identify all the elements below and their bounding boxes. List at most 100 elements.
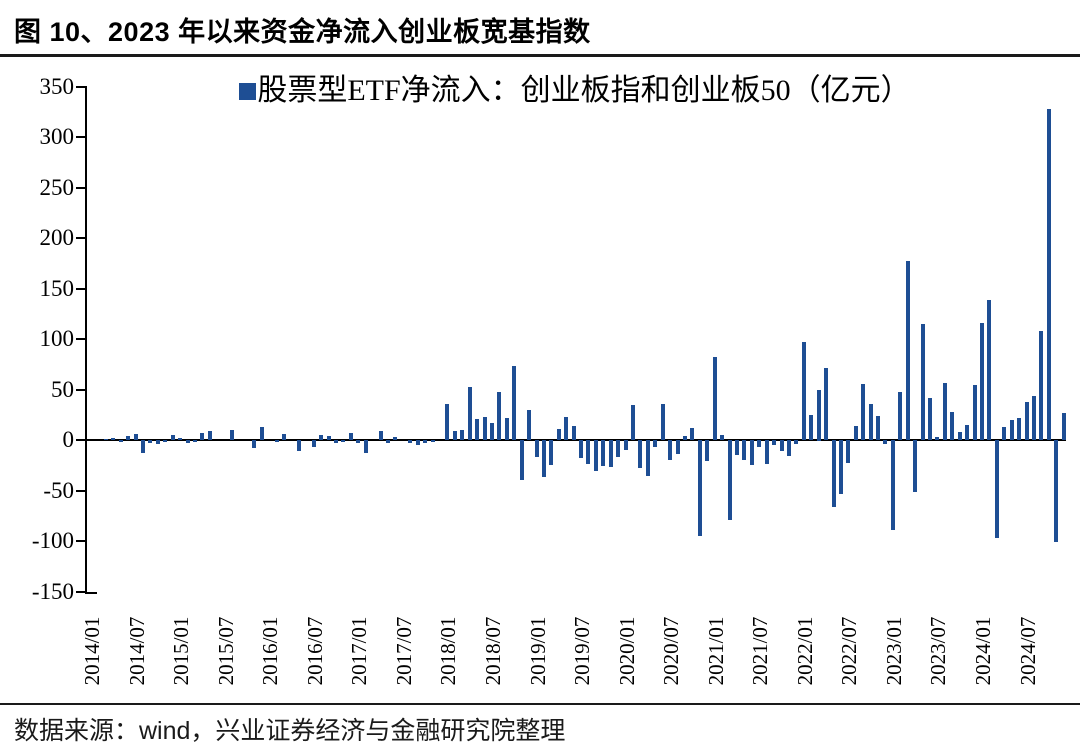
bar-2020/06	[661, 404, 665, 440]
bar-2017/02	[364, 440, 368, 453]
bar-2023/12	[973, 385, 977, 440]
bar-2024/10	[1047, 109, 1051, 440]
bar-2014/04	[111, 438, 115, 440]
x-axis-label: 2024/01	[971, 616, 995, 686]
bar-2016/08	[319, 435, 323, 440]
y-axis-tick	[76, 186, 85, 189]
bar-2023/04	[913, 440, 917, 492]
y-axis-label: 100	[39, 326, 75, 351]
bar-2020/07	[668, 440, 672, 460]
bar-2014/12	[171, 435, 175, 440]
bar-2014/11	[163, 440, 167, 442]
bar-2019/01	[535, 440, 539, 457]
y-axis-tick	[76, 439, 85, 441]
bar-2022/07	[846, 440, 850, 463]
x-axis-label: 2021/07	[748, 616, 772, 686]
bar-2018/03	[460, 430, 464, 440]
bar-2023/05	[921, 324, 925, 440]
x-axis-label: 2019/07	[570, 616, 594, 686]
bar-2024/02	[987, 300, 991, 440]
bar-2015/02	[186, 440, 190, 443]
bar-2018/04	[468, 387, 472, 440]
bar-2021/08	[765, 440, 769, 464]
bar-2019/12	[616, 440, 620, 457]
x-axis-label: 2022/07	[837, 616, 861, 686]
bar-2018/05	[475, 419, 479, 440]
bar-2022/10	[869, 404, 873, 440]
bar-2021/11	[787, 440, 791, 456]
bar-2017/06	[393, 437, 397, 440]
bar-2017/10	[423, 440, 427, 443]
bar-2022/03	[817, 390, 821, 441]
bar-2014/08	[141, 440, 145, 453]
bar-2024/04	[1002, 427, 1006, 440]
x-axis-label: 2016/01	[258, 616, 282, 686]
bar-2021/02	[720, 435, 724, 440]
bar-2015/03	[193, 440, 197, 442]
bar-2019/05	[564, 417, 568, 440]
bar-2017/04	[379, 431, 383, 440]
x-axis-label: 2015/07	[214, 616, 238, 686]
legend-color-swatch	[239, 83, 257, 100]
data-source: 数据来源：wind，兴业证券经济与金融研究院整理	[14, 717, 566, 745]
y-axis-tick	[76, 237, 85, 239]
bar-2014/07	[134, 434, 138, 440]
y-axis-tick	[76, 136, 85, 138]
bar-2023/02	[898, 392, 902, 440]
y-axis-label: 150	[39, 275, 75, 301]
legend-label: 股票型ETF净流入：创业板指和创业板50（亿元）	[257, 74, 911, 107]
bar-2016/03	[282, 434, 286, 440]
bar-2019/02	[542, 440, 546, 477]
bar-2021/07	[757, 440, 761, 447]
bar-2014/10	[156, 440, 160, 444]
x-axis-label: 2014/07	[125, 616, 149, 686]
bar-2022/06	[839, 440, 843, 494]
figure-title: 图 10、2023 年以来资金净流入创业板宽基指数	[14, 17, 591, 47]
bar-2016/11	[341, 440, 345, 442]
x-axis-foot-tick	[85, 591, 97, 594]
bar-2016/12	[349, 433, 353, 440]
bar-2024/01	[980, 323, 984, 440]
bar-2017/01	[356, 440, 360, 443]
bar-2021/03	[728, 440, 732, 520]
x-axis-label: 2023/07	[926, 616, 950, 686]
bar-2020/02	[631, 405, 635, 440]
bar-2024/09	[1039, 331, 1043, 440]
bar-2021/06	[750, 440, 754, 465]
y-axis-tick	[76, 338, 85, 340]
bar-2022/09	[861, 384, 865, 440]
bar-2020/11	[698, 440, 702, 536]
bar-2018/07	[490, 423, 494, 440]
bar-2017/09	[416, 440, 420, 445]
y-axis-label: 0	[62, 427, 75, 452]
bar-2021/09	[772, 440, 776, 445]
y-axis-line	[85, 85, 87, 593]
bar-2024/05	[1010, 420, 1014, 440]
bar-2020/08	[676, 440, 680, 454]
bar-2014/09	[148, 440, 152, 443]
bar-2018/02	[453, 431, 457, 440]
bar-2019/09	[594, 440, 598, 471]
bar-2024/06	[1017, 418, 1021, 440]
bar-2014/06	[126, 436, 130, 440]
zero-baseline	[85, 439, 1066, 441]
bar-2016/07	[312, 440, 316, 447]
bar-2018/08	[497, 392, 501, 440]
bar-2019/10	[601, 440, 605, 466]
y-axis-label: 50	[51, 376, 74, 402]
bar-2014/05	[119, 440, 123, 442]
y-axis-label: -50	[43, 477, 74, 503]
bar-2016/02	[275, 440, 279, 442]
y-axis-tick	[76, 85, 85, 88]
bar-2020/09	[683, 436, 687, 440]
bar-2019/04	[557, 429, 561, 440]
bar-2014/03	[104, 439, 108, 440]
bar-2016/10	[334, 440, 338, 443]
bar-2023/03	[906, 261, 910, 440]
bar-2023/09	[950, 412, 954, 440]
y-axis-tick	[76, 590, 85, 593]
bar-2023/07	[935, 437, 939, 440]
bar-2015/04	[200, 433, 204, 440]
x-axis-label: 2015/01	[169, 616, 193, 686]
